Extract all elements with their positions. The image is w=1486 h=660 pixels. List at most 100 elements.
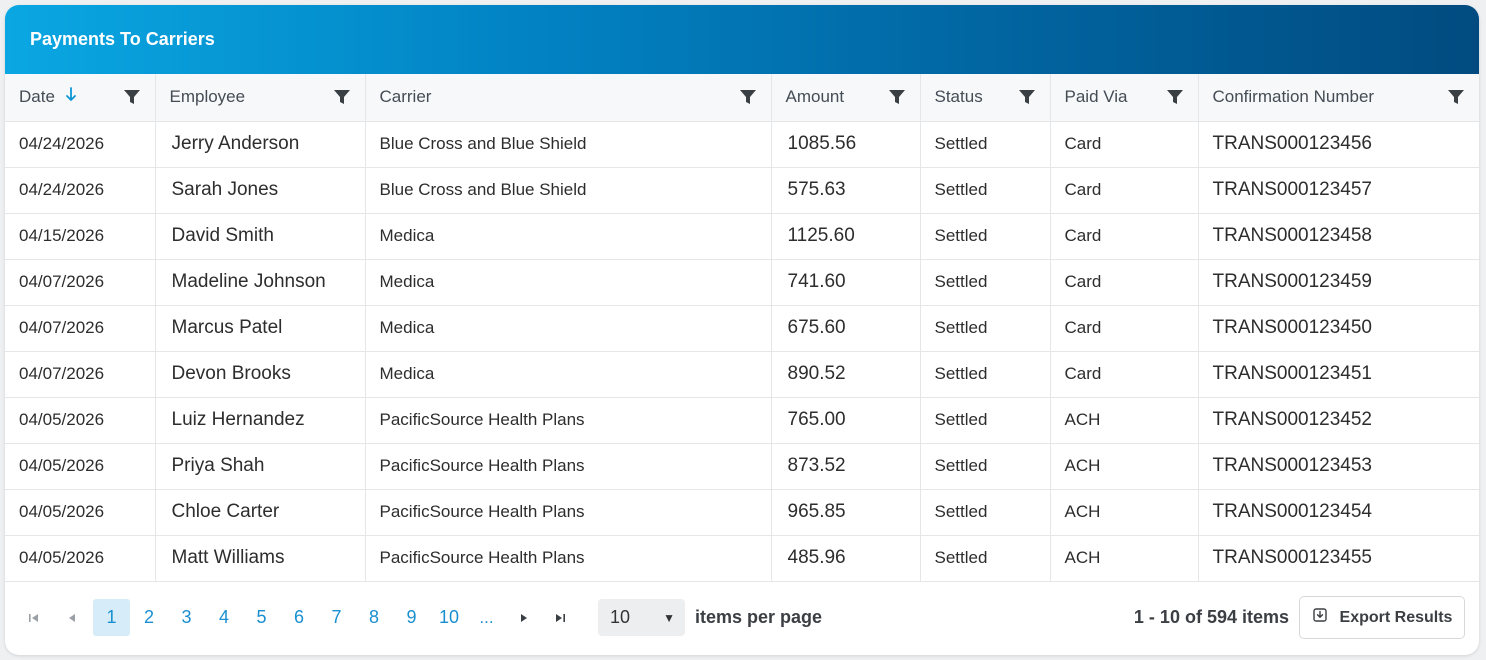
page-size-select[interactable]: 10 ▼ <box>598 599 685 636</box>
column-label: Employee <box>169 87 246 107</box>
paid-via-cell: Card <box>1050 167 1199 214</box>
carrier-cell: Medica <box>365 305 772 352</box>
amount-cell: 1125.60 <box>771 213 921 260</box>
filter-icon[interactable] <box>739 88 757 106</box>
employee-cell: Madeline Johnson <box>155 259 366 306</box>
page-title: Payments To Carriers <box>30 29 215 49</box>
column-header-paid-via[interactable]: Paid Via <box>1050 74 1199 122</box>
amount-cell: 873.52 <box>771 443 921 490</box>
page-button-8[interactable]: 8 <box>368 607 379 627</box>
amount-cell: 575.63 <box>771 167 921 214</box>
status-cell: Settled <box>920 489 1051 536</box>
table-row[interactable]: 04/15/2026 David Smith Medica 1125.60 Se… <box>5 213 1479 260</box>
column-header-date[interactable]: Date <box>5 74 156 122</box>
page-button-2[interactable]: 2 <box>143 607 154 627</box>
filter-icon[interactable] <box>1018 88 1036 106</box>
page-button-7[interactable]: 7 <box>331 607 342 627</box>
carrier-cell: PacificSource Health Plans <box>365 489 772 536</box>
column-label: Status <box>934 87 983 107</box>
paid-via-cell: ACH <box>1050 443 1199 490</box>
page-button-10[interactable]: 10 <box>438 607 460 627</box>
confirmation-cell: TRANS000123451 <box>1198 351 1479 398</box>
table-row[interactable]: 04/05/2026 Priya Shah PacificSource Heal… <box>5 443 1479 490</box>
next-page-icon <box>521 613 527 622</box>
column-header-employee[interactable]: Employee <box>155 74 366 122</box>
column-header-status[interactable]: Status <box>920 74 1051 122</box>
pager-right: 1 - 10 of 594 items Export Results <box>1134 596 1479 639</box>
column-label: Amount <box>785 87 845 107</box>
export-results-button[interactable]: Export Results <box>1299 596 1465 639</box>
caret-down-icon: ▼ <box>663 610 675 625</box>
paid-via-cell: Card <box>1050 351 1199 398</box>
paid-via-cell: Card <box>1050 121 1199 168</box>
table-row[interactable]: 04/07/2026 Madeline Johnson Medica 741.6… <box>5 259 1479 306</box>
amount-cell: 965.85 <box>771 489 921 536</box>
date-cell: 04/24/2026 <box>5 167 156 214</box>
confirmation-cell: TRANS000123457 <box>1198 167 1479 214</box>
table-row[interactable]: 04/24/2026 Sarah Jones Blue Cross and Bl… <box>5 167 1479 214</box>
status-cell: Settled <box>920 397 1051 444</box>
table-row[interactable]: 04/07/2026 Marcus Patel Medica 675.60 Se… <box>5 305 1479 352</box>
employee-cell: Chloe Carter <box>155 489 366 536</box>
table-row[interactable]: 04/07/2026 Devon Brooks Medica 890.52 Se… <box>5 351 1479 398</box>
confirmation-cell: TRANS000123452 <box>1198 397 1479 444</box>
confirmation-cell: TRANS000123456 <box>1198 121 1479 168</box>
column-header-carrier[interactable]: Carrier <box>365 74 772 122</box>
column-header-amount[interactable]: Amount <box>771 74 921 122</box>
header-row: Date Employee <box>5 74 1479 122</box>
employee-cell: David Smith <box>155 213 366 260</box>
filter-icon[interactable] <box>1166 88 1184 106</box>
arrow-down-icon[interactable] <box>65 87 77 107</box>
last-page-button[interactable] <box>545 600 575 636</box>
employee-cell: Matt Williams <box>155 535 366 582</box>
pager: 1 2 3 4 5 6 7 8 9 10 ... 10 ▼ items per … <box>5 580 1479 655</box>
payments-card: Payments To Carriers Date <box>5 5 1479 655</box>
payments-grid: Date Employee <box>5 74 1479 582</box>
employee-cell: Sarah Jones <box>155 167 366 214</box>
carrier-cell: PacificSource Health Plans <box>365 397 772 444</box>
paid-via-cell: Card <box>1050 259 1199 306</box>
status-cell: Settled <box>920 443 1051 490</box>
filter-icon[interactable] <box>123 88 141 106</box>
table-row[interactable]: 04/05/2026 Chloe Carter PacificSource He… <box>5 489 1479 536</box>
date-cell: 04/24/2026 <box>5 121 156 168</box>
employee-cell: Jerry Anderson <box>155 121 366 168</box>
date-cell: 04/05/2026 <box>5 443 156 490</box>
status-cell: Settled <box>920 259 1051 306</box>
next-page-button[interactable] <box>509 600 539 636</box>
filter-icon[interactable] <box>888 88 906 106</box>
page-size-value: 10 <box>610 607 631 627</box>
paid-via-cell: ACH <box>1050 397 1199 444</box>
amount-cell: 675.60 <box>771 305 921 352</box>
previous-page-icon <box>69 613 75 622</box>
amount-cell: 485.96 <box>771 535 921 582</box>
column-label: Confirmation Number <box>1212 87 1375 107</box>
more-pages-button[interactable]: ... <box>479 607 494 627</box>
column-label: Carrier <box>379 87 432 107</box>
carrier-cell: Medica <box>365 351 772 398</box>
items-per-page-label: items per page <box>695 607 823 627</box>
page-button-3[interactable]: 3 <box>181 607 192 627</box>
amount-cell: 890.52 <box>771 351 921 398</box>
page-button-1[interactable]: 1 <box>93 599 130 636</box>
employee-cell: Marcus Patel <box>155 305 366 352</box>
confirmation-cell: TRANS000123459 <box>1198 259 1479 306</box>
filter-icon[interactable] <box>333 88 351 106</box>
filter-icon[interactable] <box>1447 88 1465 106</box>
status-cell: Settled <box>920 351 1051 398</box>
table-row[interactable]: 04/05/2026 Luiz Hernandez PacificSource … <box>5 397 1479 444</box>
date-cell: 04/15/2026 <box>5 213 156 260</box>
date-cell: 04/07/2026 <box>5 259 156 306</box>
table-row[interactable]: 04/05/2026 Matt Williams PacificSource H… <box>5 535 1479 582</box>
column-header-confirmation-number[interactable]: Confirmation Number <box>1198 74 1479 122</box>
table-row[interactable]: 04/24/2026 Jerry Anderson Blue Cross and… <box>5 121 1479 168</box>
page-button-9[interactable]: 9 <box>406 607 417 627</box>
status-cell: Settled <box>920 121 1051 168</box>
first-page-icon <box>29 613 38 622</box>
paid-via-cell: Card <box>1050 213 1199 260</box>
first-page-button[interactable] <box>19 600 49 636</box>
previous-page-button[interactable] <box>57 600 87 636</box>
page-button-4[interactable]: 4 <box>218 607 229 627</box>
page-button-6[interactable]: 6 <box>293 607 304 627</box>
page-button-5[interactable]: 5 <box>256 607 267 627</box>
